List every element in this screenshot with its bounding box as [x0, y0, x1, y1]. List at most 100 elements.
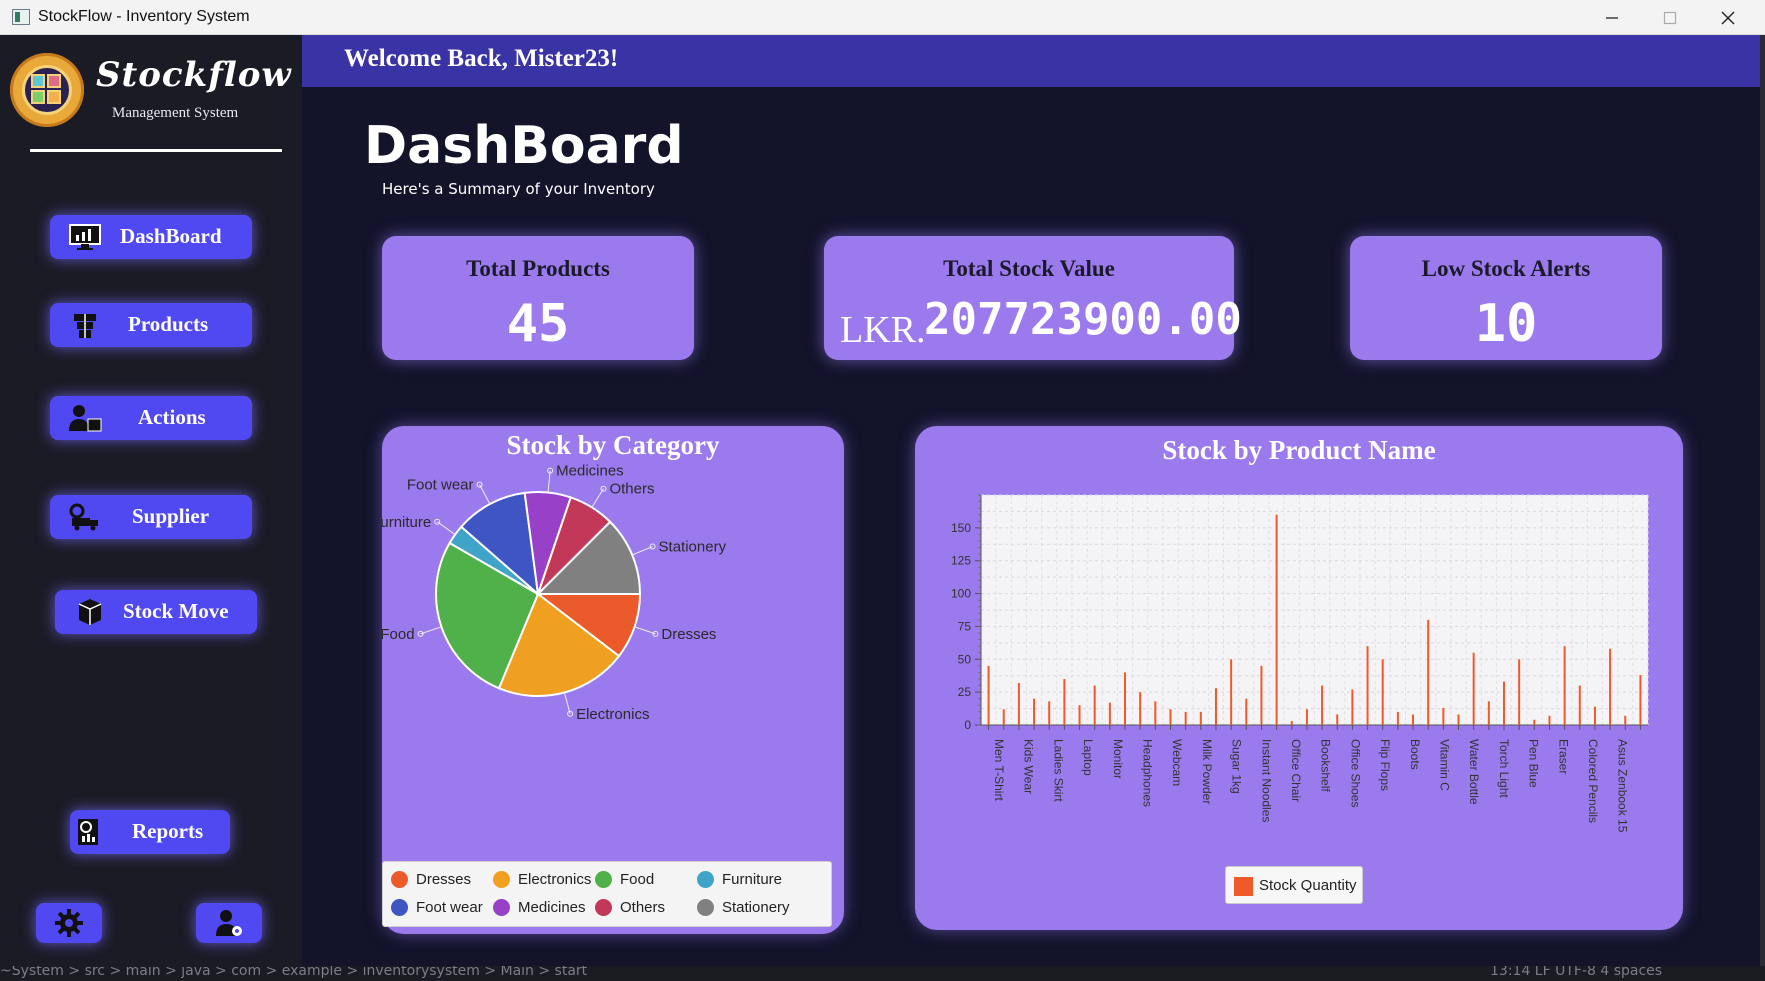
bar	[1502, 681, 1505, 725]
pie-label-line	[479, 484, 491, 505]
legend-label: Stationery	[722, 899, 790, 916]
legend-label: Foot wear	[416, 899, 483, 916]
bar	[1290, 721, 1293, 725]
nav-stock-move-button[interactable]: Stock Move	[55, 590, 257, 634]
bar	[1533, 719, 1536, 725]
legend-dot	[391, 871, 408, 888]
pie-label-food: Food	[382, 626, 415, 643]
pie-label-line	[420, 626, 442, 635]
brand-name: Stockflow	[96, 55, 292, 95]
y-tick-label: 100	[951, 587, 971, 601]
welcome-header: Welcome Back, Mister23!	[302, 35, 1760, 87]
pie-label-dresses: Dresses	[661, 626, 716, 643]
bar	[1427, 619, 1430, 725]
status-bar: ~System > src > main > java > com > exam…	[0, 966, 1765, 981]
y-tick-label: 125	[951, 554, 971, 568]
bar	[1260, 665, 1263, 725]
user-box-icon	[69, 405, 102, 432]
legend-label: Others	[620, 899, 666, 916]
bar	[1593, 706, 1596, 725]
pie-label-line	[632, 546, 653, 556]
legend-label: Medicines	[518, 899, 586, 916]
bar	[1351, 689, 1354, 725]
close-button[interactable]	[1699, 0, 1757, 35]
x-tick-label: Office Shoes	[1348, 739, 1362, 807]
legend-item-electronics: Electronics	[493, 871, 591, 888]
report-chart-icon	[78, 819, 98, 845]
gear-icon	[55, 909, 83, 937]
bar	[1457, 714, 1460, 725]
bar	[1275, 514, 1278, 725]
pie-label-others: Others	[609, 481, 654, 498]
pie-label-line	[563, 692, 571, 714]
nav-supplier-button[interactable]: Supplier	[50, 495, 252, 539]
bar	[1063, 679, 1066, 725]
minimize-button[interactable]	[1583, 0, 1641, 35]
bar-chart: 0 25 50 75 100 125 150 Men T-Shirt Kids Wear Ladi…	[951, 494, 1649, 833]
pie-label-dot	[434, 518, 441, 525]
user-settings-button[interactable]	[196, 903, 262, 943]
low-stock-alerts-value: 10	[1474, 294, 1538, 354]
pie-label-stationery: Stationery	[659, 539, 727, 556]
low-stock-alerts-label: Low Stock Alerts	[1421, 256, 1591, 281]
y-tick-label: 150	[951, 521, 971, 535]
bar	[1578, 685, 1581, 725]
nav-products-button[interactable]: Products	[50, 303, 252, 347]
bar	[987, 665, 990, 725]
legend-item-food: Food	[595, 871, 654, 888]
legend-item-dresses: Dresses	[391, 871, 471, 888]
legend-label: Food	[620, 871, 655, 888]
x-tick-label: Milk Powder	[1200, 739, 1214, 804]
pie-label-line	[591, 488, 604, 508]
legend-item-furniture: Furniture	[697, 871, 782, 888]
pie-label-line	[547, 470, 551, 493]
bar	[1639, 675, 1642, 725]
legend-label: Stock Quantity	[1259, 877, 1357, 894]
bar	[1108, 702, 1111, 725]
x-tick-label: Webcam	[1170, 739, 1184, 786]
x-tick-label: Instant Noodles	[1259, 739, 1273, 822]
pie-label-dot	[476, 481, 483, 488]
y-tick-label: 50	[958, 652, 972, 666]
legend-dot	[493, 871, 510, 888]
stock-by-category-panel: Stock by Category Dresses Electronics Food…	[382, 426, 844, 934]
bar	[1366, 646, 1369, 725]
welcome-text: Welcome Back, Mister23!	[344, 45, 619, 72]
pie-label-medicines: Medicines	[556, 463, 624, 480]
x-tick-label: Vitamin C	[1438, 739, 1452, 791]
maximize-button[interactable]	[1641, 0, 1699, 35]
legend-item-foot-wear: Foot wear	[391, 899, 483, 916]
total-products-card: Total Products 45	[382, 236, 694, 360]
low-stock-alerts-card: Low Stock Alerts 10	[1350, 236, 1662, 360]
bar	[1396, 711, 1399, 725]
x-tick-label: Asus Zenbook 15	[1616, 739, 1630, 833]
legend-dot	[391, 899, 408, 916]
bar	[1336, 714, 1339, 725]
brand-logo	[10, 53, 84, 127]
legend-item-medicines: Medicines	[493, 899, 586, 916]
x-tick-label: Monitor	[1111, 739, 1125, 779]
bar	[1548, 715, 1551, 725]
pie-chart: Dresses Electronics Food Furniture Foot wear…	[382, 463, 727, 723]
nav-actions-button[interactable]: Actions	[50, 396, 252, 440]
bar	[1139, 692, 1142, 725]
bar	[1154, 701, 1157, 725]
settings-button[interactable]	[36, 903, 102, 943]
status-path: ~System > src > main > java > com > exam…	[0, 966, 588, 979]
x-tick-label: Colored Pencils	[1586, 739, 1600, 823]
bar	[1078, 705, 1081, 725]
monitor-chart-icon	[69, 224, 101, 250]
stock-by-product-panel: Stock by Product Name 0 25 50 75 100 125 150 Me…	[915, 426, 1683, 930]
bar	[1048, 701, 1051, 725]
nav-dashboard-button[interactable]: DashBoard	[50, 215, 252, 259]
x-tick-label: Eraser	[1556, 739, 1570, 774]
pie-label-dot	[547, 467, 554, 474]
window-edge	[1760, 35, 1765, 981]
bar	[1624, 715, 1627, 725]
pie-label-foot-wear: Foot wear	[407, 477, 474, 494]
nav-products-label: Products	[128, 312, 209, 336]
pie-legend: Dresses Electronics Food Furniture Foot wear…	[382, 861, 832, 927]
x-tick-label: Water Bottle	[1467, 739, 1481, 805]
nav-dashboard-label: DashBoard	[120, 224, 222, 248]
nav-reports-button[interactable]: Reports	[70, 810, 230, 854]
